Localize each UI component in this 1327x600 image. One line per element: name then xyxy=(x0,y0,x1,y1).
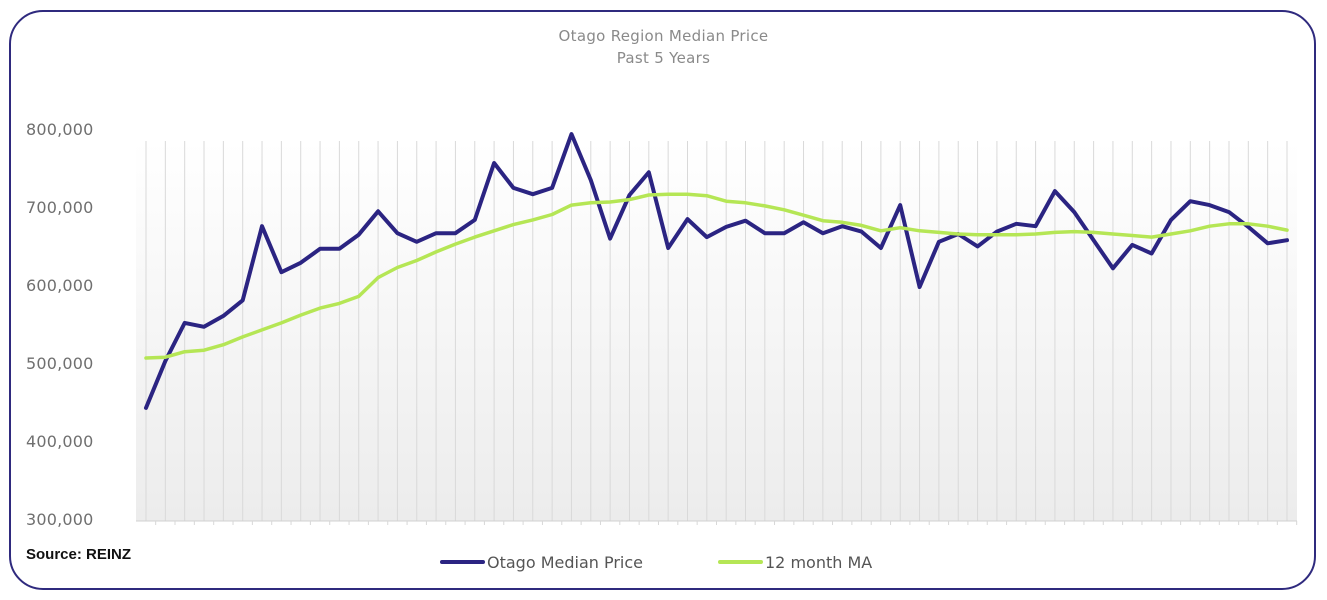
series-line-12-month-ma xyxy=(144,192,1289,360)
legend-item-ma: 12 month MA xyxy=(718,551,872,573)
y-tick-label: 600,000 xyxy=(26,276,94,295)
series-lines xyxy=(144,132,1289,410)
source-note: Source: REINZ xyxy=(26,546,132,563)
chart-subtitle: Past 5 Years xyxy=(616,49,711,67)
legend-swatch-ma xyxy=(718,560,763,564)
gridlines xyxy=(145,141,1288,521)
legend-item-median: Otago Median Price xyxy=(440,551,643,573)
legend-label-ma: 12 month MA xyxy=(765,552,873,572)
legend-swatch-median xyxy=(440,560,485,564)
y-tick-label: 300,000 xyxy=(26,510,94,529)
y-tick-label: 700,000 xyxy=(26,198,94,217)
y-tick-label: 400,000 xyxy=(26,432,94,451)
y-tick-label: 500,000 xyxy=(26,354,94,373)
y-tick-label: 800,000 xyxy=(26,120,94,139)
legend-label-median: Otago Median Price xyxy=(487,552,644,572)
x-axis xyxy=(136,520,1298,525)
plot-area xyxy=(136,141,1297,521)
chart-title: Otago Region Median Price xyxy=(558,27,769,45)
series-line-median-price xyxy=(144,132,1289,410)
